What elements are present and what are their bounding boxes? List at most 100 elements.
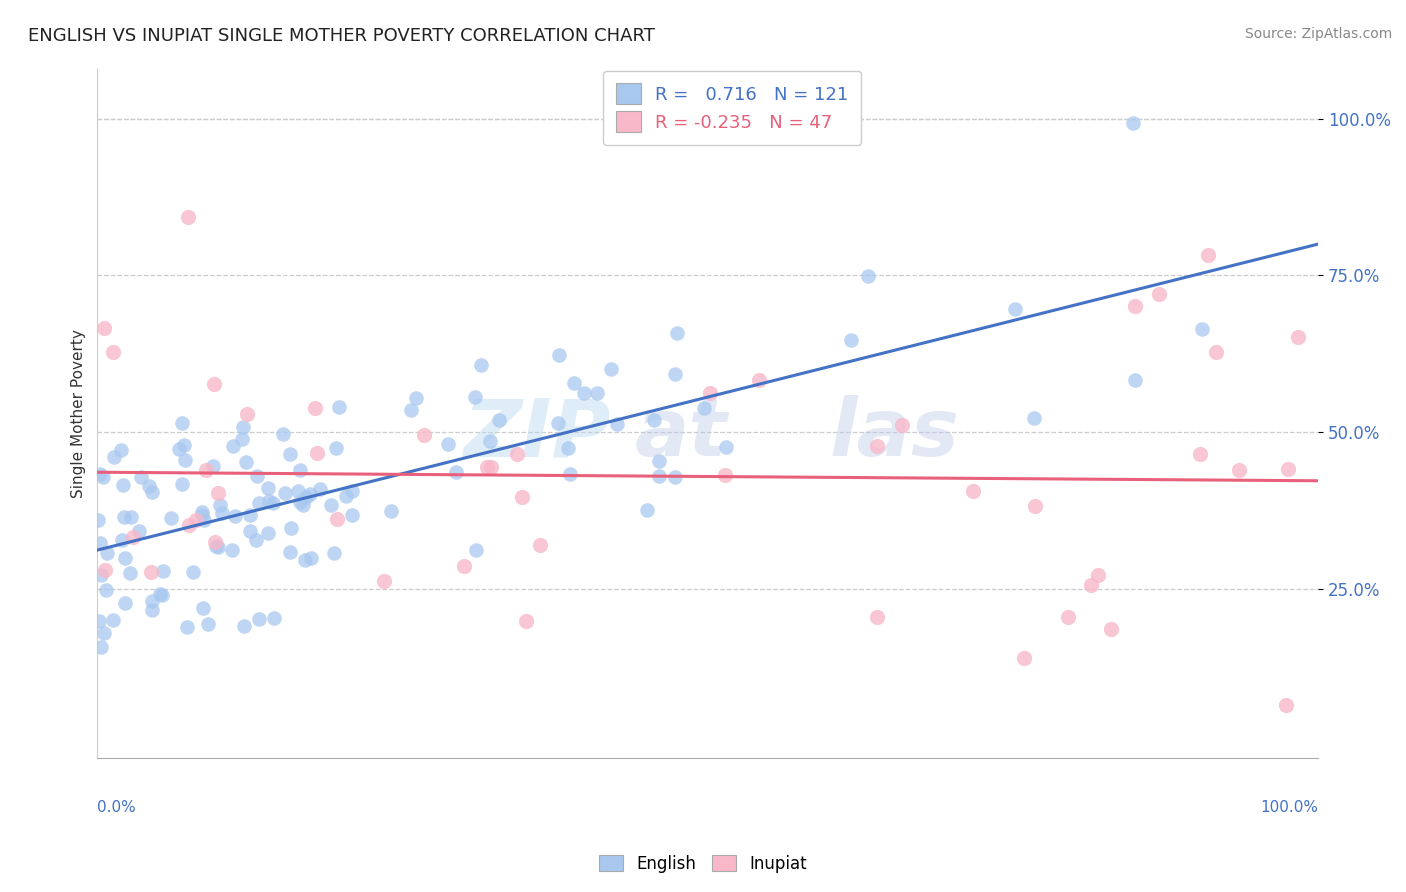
Point bbox=[572, 386, 595, 401]
Y-axis label: Single Mother Poverty: Single Mother Poverty bbox=[72, 329, 86, 498]
Point bbox=[173, 438, 195, 452]
Point bbox=[202, 376, 225, 391]
Point bbox=[121, 510, 143, 524]
Point bbox=[257, 481, 280, 495]
Point bbox=[290, 463, 312, 477]
Point bbox=[648, 469, 671, 483]
Point bbox=[1123, 299, 1146, 313]
Point bbox=[380, 504, 402, 518]
Point bbox=[288, 495, 311, 509]
Point bbox=[246, 469, 269, 483]
Point bbox=[96, 546, 118, 560]
Point bbox=[129, 469, 152, 483]
Point bbox=[606, 417, 628, 431]
Point bbox=[295, 491, 318, 505]
Point bbox=[839, 333, 862, 347]
Point bbox=[160, 510, 183, 524]
Point bbox=[91, 470, 114, 484]
Point bbox=[1099, 622, 1122, 636]
Point bbox=[308, 482, 330, 496]
Text: Source: ZipAtlas.com: Source: ZipAtlas.com bbox=[1244, 27, 1392, 41]
Point bbox=[1004, 302, 1026, 317]
Point bbox=[506, 447, 529, 461]
Point bbox=[1122, 116, 1144, 130]
Point bbox=[110, 442, 132, 457]
Point bbox=[101, 344, 124, 359]
Point bbox=[287, 484, 309, 499]
Point bbox=[470, 358, 492, 372]
Point bbox=[399, 402, 422, 417]
Point bbox=[191, 601, 214, 615]
Point bbox=[239, 524, 262, 538]
Point bbox=[232, 419, 254, 434]
Point bbox=[664, 368, 686, 382]
Point bbox=[257, 525, 280, 540]
Point bbox=[191, 508, 214, 522]
Point bbox=[1022, 410, 1045, 425]
Point bbox=[586, 386, 609, 401]
Point bbox=[114, 596, 136, 610]
Point bbox=[1087, 568, 1109, 582]
Point bbox=[141, 603, 163, 617]
Point bbox=[207, 486, 229, 500]
Point bbox=[96, 582, 118, 597]
Point bbox=[299, 551, 322, 566]
Point bbox=[699, 386, 721, 401]
Point bbox=[177, 211, 200, 225]
Point bbox=[90, 640, 112, 654]
Point bbox=[323, 546, 346, 560]
Point bbox=[141, 484, 163, 499]
Point bbox=[211, 507, 233, 521]
Point bbox=[464, 390, 486, 404]
Point bbox=[111, 478, 134, 492]
Point bbox=[866, 439, 889, 453]
Point bbox=[262, 496, 284, 510]
Point bbox=[512, 490, 534, 504]
Text: ZIP: ZIP bbox=[463, 395, 610, 473]
Point bbox=[139, 566, 162, 580]
Point bbox=[221, 543, 243, 558]
Point bbox=[562, 376, 585, 390]
Point bbox=[1188, 447, 1211, 461]
Point bbox=[193, 513, 215, 527]
Point bbox=[278, 447, 301, 461]
Point bbox=[405, 391, 427, 405]
Point bbox=[558, 467, 581, 481]
Point bbox=[222, 439, 245, 453]
Point bbox=[1275, 698, 1298, 712]
Point bbox=[138, 479, 160, 493]
Point bbox=[547, 416, 569, 430]
Point bbox=[1205, 345, 1227, 359]
Point bbox=[114, 551, 136, 566]
Point bbox=[413, 428, 436, 442]
Point bbox=[453, 558, 475, 573]
Point bbox=[90, 568, 112, 582]
Legend: R =   0.716   N = 121, R = -0.235   N = 47: R = 0.716 N = 121, R = -0.235 N = 47 bbox=[603, 70, 862, 145]
Text: ENGLISH VS INUPIAT SINGLE MOTHER POVERTY CORRELATION CHART: ENGLISH VS INUPIAT SINGLE MOTHER POVERTY… bbox=[28, 27, 655, 45]
Point bbox=[648, 454, 671, 468]
Point bbox=[547, 348, 569, 362]
Text: 0.0%: 0.0% bbox=[97, 800, 136, 814]
Point bbox=[1123, 372, 1146, 386]
Text: 100.0%: 100.0% bbox=[1260, 800, 1319, 814]
Point bbox=[177, 518, 200, 533]
Point bbox=[263, 611, 285, 625]
Point bbox=[479, 460, 502, 475]
Point bbox=[197, 617, 219, 632]
Point bbox=[273, 427, 295, 442]
Point bbox=[191, 505, 214, 519]
Point bbox=[247, 612, 270, 626]
Point bbox=[274, 486, 297, 500]
Point bbox=[209, 498, 232, 512]
Point bbox=[150, 588, 173, 602]
Point bbox=[1191, 322, 1213, 336]
Point bbox=[89, 467, 111, 482]
Point bbox=[464, 543, 486, 558]
Point bbox=[259, 493, 281, 508]
Point bbox=[477, 459, 499, 474]
Point bbox=[93, 626, 115, 640]
Point bbox=[325, 441, 347, 455]
Point bbox=[172, 416, 194, 430]
Point bbox=[325, 512, 347, 526]
Point bbox=[529, 538, 551, 552]
